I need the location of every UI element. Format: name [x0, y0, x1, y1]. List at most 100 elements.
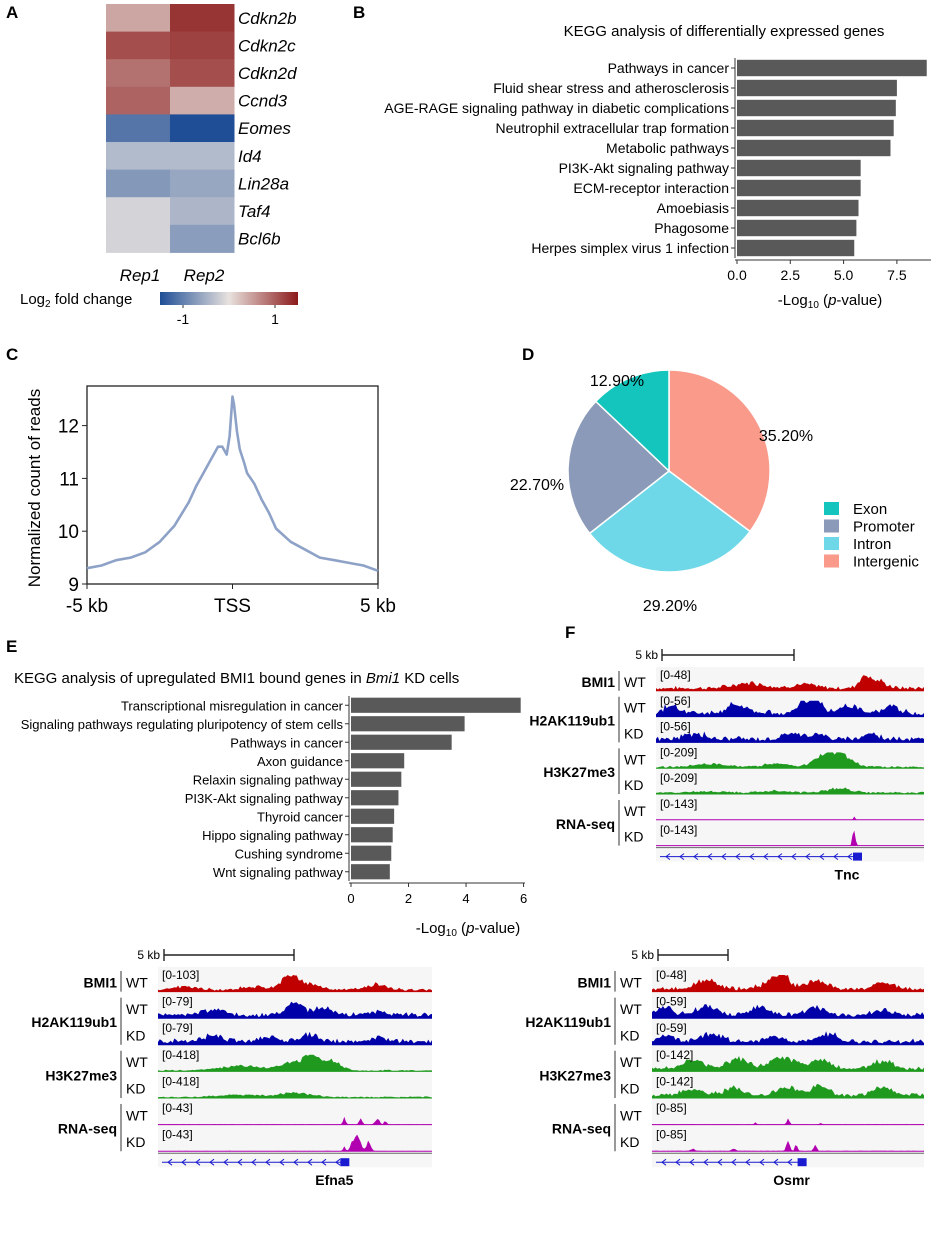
track-scale-rna_wt: [0-85]: [656, 1101, 687, 1115]
pie-legend-label: Intron: [853, 536, 891, 553]
bar-category-label: Thyroid cancer: [257, 809, 344, 824]
track-sample-label: WT: [126, 1107, 148, 1123]
track-scale-h2a_wt: [0-59]: [656, 995, 687, 1009]
bar: [737, 79, 897, 97]
track-sample-label: KD: [126, 1028, 145, 1044]
gene-strand-arrow: [731, 1158, 737, 1166]
heatmap-cell-eomes-1: [106, 114, 171, 143]
y-tick-label: 9: [68, 575, 79, 596]
x-tick-label: -5 kb: [66, 596, 108, 617]
mark-label-h3k: H3K27me3: [45, 1067, 117, 1083]
gene-exon: [340, 1158, 350, 1167]
gene-strand-arrow: [805, 853, 811, 860]
heatmap-cell-taf4-1: [106, 197, 171, 226]
track-sample-label: WT: [620, 1107, 642, 1123]
genome-browser-efna5: 5 kb[0-103] WT [0-79] WT [0-79] KD [0-418] WT [0…: [31, 948, 432, 1188]
bar-category-label: Pathways in cancer: [608, 60, 730, 76]
x-tick-label: 7.5: [887, 267, 907, 283]
mark-label-h2a: H2AK119ub1: [525, 1014, 611, 1030]
bar: [351, 790, 399, 806]
signal-track-bmi1: [652, 975, 924, 992]
bar-category-label: Hippo signaling pathway: [202, 828, 343, 843]
gene-strand-arrow: [181, 1158, 187, 1166]
bar: [351, 716, 465, 732]
gene-strand-arrow: [749, 853, 755, 860]
bar-category-label: Fluid shear stress and atherosclerosis: [493, 80, 729, 96]
bar-category-label: Metabolic pathways: [606, 140, 729, 156]
heatmap-legend-colorbar: [160, 292, 298, 305]
bar: [351, 845, 392, 861]
gene-strand-arrow: [265, 1158, 271, 1166]
heatmap-cell-ccnd3-1: [106, 86, 171, 115]
bar-category-label: Relaxin signaling pathway: [193, 772, 344, 787]
signal-track-h2a_wt: [656, 700, 924, 717]
track-scale-bmi1: [0-103]: [162, 968, 199, 982]
bar: [351, 771, 402, 787]
gene-name: Efna5: [315, 1172, 353, 1188]
signal-track-h2a_wt: [652, 1004, 924, 1019]
track-scale-h2a_kd: [0-56]: [660, 720, 691, 734]
bar: [737, 99, 896, 117]
heatmap-cell-cdkn2b-1: [106, 4, 171, 33]
gene-strand-arrow: [321, 1158, 327, 1166]
heatmap-cell-cdkn2d-1: [106, 59, 171, 88]
signal-track-h2a_kd: [652, 1031, 924, 1045]
gene-strand-arrow: [293, 1158, 299, 1166]
gene-strand-arrow: [279, 1158, 285, 1166]
signal-track-h3k_wt: [656, 752, 924, 769]
bar-category-label: Cushing syndrome: [235, 846, 343, 861]
bar: [737, 119, 894, 137]
heatmap-cell-id4-2: [170, 142, 235, 171]
heatmap-legend-title: Log2 fold change: [20, 291, 132, 310]
gene-strand-arrow: [251, 1158, 257, 1166]
heatmap-cell-bcl6b-1: [106, 224, 171, 253]
pie-chart-panel-d: 35.20% 29.20% 22.70% 12.90%: [510, 369, 813, 615]
bar: [351, 753, 405, 769]
pie-legend-swatch: [824, 554, 839, 568]
signal-line: [86, 395, 379, 573]
heatmap-legend-ticks: -1 1: [177, 305, 279, 327]
panel-label-f: F: [565, 623, 575, 642]
x-tick-label: 4: [462, 891, 469, 906]
gene-strand-arrow: [707, 853, 713, 860]
heatmap-legend-tick-label: 1: [271, 311, 279, 327]
panel-label-c: C: [6, 345, 18, 364]
gene-strand-arrow: [703, 1158, 709, 1166]
x-tick-label: 2: [405, 891, 412, 906]
track-sample-label: KD: [624, 726, 643, 742]
pie-slice-promoter: [567, 400, 671, 535]
line-chart-panel-c: 9 10 11 12 -5 kb TSS 5 kb: [58, 385, 396, 617]
x-tick-label: 0: [347, 891, 354, 906]
gene-strand-arrow: [237, 1158, 243, 1166]
genome-browser-tnc: 5 kb[0-48] WT [0-56] WT [0-56] KD [0-209] WT [0-…: [529, 648, 924, 883]
panel-label-b: B: [353, 3, 365, 22]
track-sample-label: WT: [624, 803, 646, 819]
pie-legend-swatch: [824, 537, 839, 550]
track-scale-rna_kd: [0-43]: [162, 1128, 193, 1142]
heatmap-cell-id4-1: [106, 142, 171, 171]
signal-track-rna_kd: [652, 1140, 924, 1152]
gene-strand-arrow: [167, 1158, 173, 1166]
gene-strand-arrow: [209, 1158, 215, 1166]
track-sample-label: WT: [126, 974, 148, 990]
heatmap-cell-cdkn2b-2: [170, 4, 235, 33]
bar-category-label: PI3K-Akt signaling pathway: [185, 791, 344, 806]
heatmap-col-rep1: Rep1: [120, 266, 161, 285]
mark-label-h2a: H2AK119ub1: [31, 1014, 117, 1030]
track-scale-bmi1: [0-48]: [660, 668, 691, 682]
panel-label-e: E: [6, 637, 17, 656]
gene-strand-arrow: [721, 853, 727, 860]
mark-label-h3k: H3K27me3: [543, 764, 615, 780]
track-scale-h2a_wt: [0-56]: [660, 694, 691, 708]
gene-name: Tnc: [835, 867, 860, 883]
heatmap-row-label: Cdkn2c: [238, 36, 296, 55]
scale-bar-label: 5 kb: [631, 948, 654, 962]
heatmap-row-label: Taf4: [238, 202, 270, 221]
gene-strand-arrow: [195, 1158, 201, 1166]
heatmap-legend-tick-label: -1: [177, 311, 190, 327]
heatmap-row-label: Cdkn2b: [238, 9, 297, 28]
pie-legend-swatch: [824, 502, 839, 515]
x-tick-label: 5.0: [834, 267, 854, 283]
